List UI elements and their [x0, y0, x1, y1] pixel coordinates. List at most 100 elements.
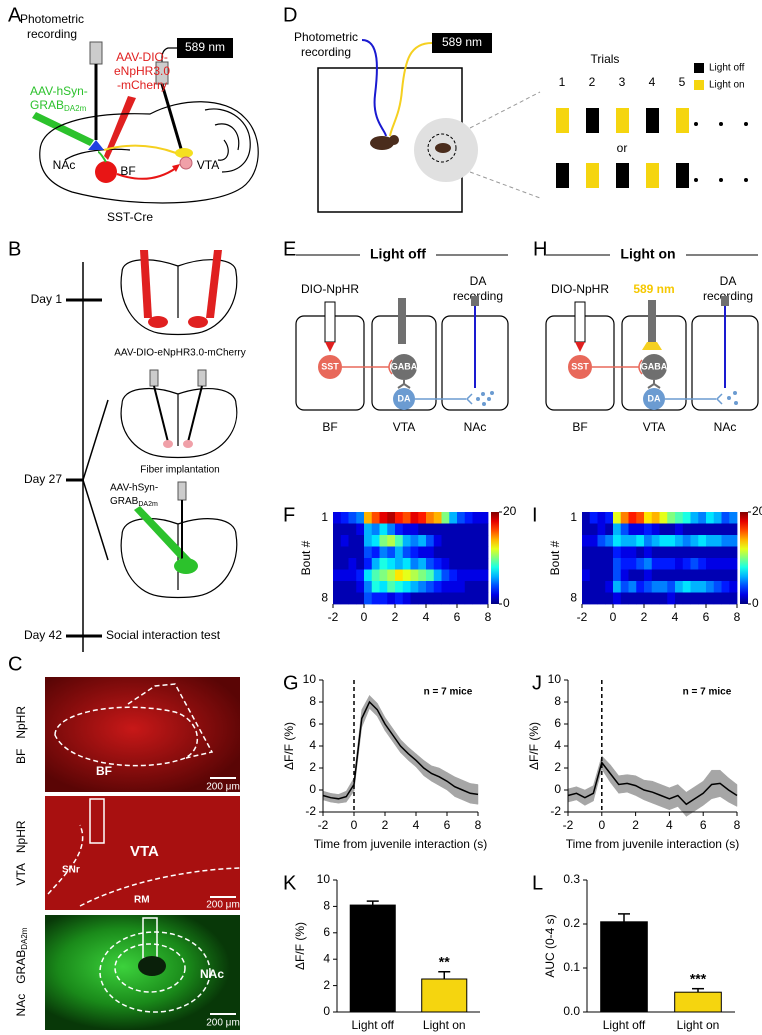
y-tick-label: 0.2 — [563, 916, 580, 930]
heatmap-cell — [379, 523, 388, 536]
fiber-track — [89, 798, 105, 844]
bf-marker — [95, 161, 117, 183]
heatmap-cell — [433, 546, 442, 559]
x-tick-label: 0 — [598, 818, 605, 832]
heatmap-cell — [356, 558, 365, 570]
heatmap-cell — [457, 592, 466, 605]
synapse — [638, 359, 643, 375]
y-tick-label: 6 — [309, 716, 316, 730]
heatmap-cell — [348, 512, 357, 524]
panel-label: K — [283, 872, 297, 894]
heatmap-cell — [426, 546, 435, 559]
heatmap-cell — [589, 535, 598, 547]
heatmap-cell — [659, 558, 668, 570]
heatmap-cell — [721, 512, 730, 524]
fiber — [149, 369, 159, 387]
panel-label: C — [8, 653, 22, 675]
x-tick-label: Light off — [352, 1018, 395, 1032]
heatmap-cell — [371, 523, 380, 536]
heatmap-cell — [667, 569, 676, 582]
panel-c: C BF NpHR VTA NpHR NAc GRABDA2m BF 200 μm V… — [8, 653, 241, 1030]
or: or — [617, 141, 628, 155]
significance: ** — [439, 953, 450, 969]
label: -mCherry — [117, 78, 167, 92]
trials-title: Trials — [591, 52, 620, 66]
heatmap-cell — [628, 535, 637, 547]
heatmap-cell — [605, 546, 614, 559]
heatmap-cell — [651, 569, 660, 582]
heatmap-cell — [364, 569, 373, 582]
outline — [114, 943, 186, 993]
label: 589 nm — [185, 40, 225, 54]
region-label: BF — [572, 420, 587, 434]
heatmap-cell — [387, 523, 396, 536]
heatmap-cell — [410, 512, 419, 524]
laser-box — [432, 33, 492, 53]
y-axis-label: Bout # — [299, 540, 313, 575]
cell-label: GABA — [391, 361, 418, 371]
heatmap-cell — [472, 523, 481, 536]
heatmap-cell — [464, 546, 473, 559]
heatmap-cell — [589, 592, 598, 605]
heatmap-cell — [395, 535, 404, 547]
fiber — [721, 296, 729, 306]
x-tick-label: 0 — [361, 610, 368, 624]
heatmap-cell — [364, 535, 373, 547]
heatmap-cell — [433, 592, 442, 605]
heatmap-cell — [348, 581, 357, 593]
heatmap-cell — [333, 546, 342, 559]
x-tick-label: 8 — [485, 610, 492, 624]
heatmap-cell — [418, 523, 427, 536]
heatmap-cell — [682, 592, 691, 605]
heatmap-cell — [706, 592, 715, 605]
x-tick-label: 6 — [454, 610, 461, 624]
heatmap-cell — [620, 558, 629, 570]
subscript: DA2m — [20, 927, 29, 950]
juvenile-mouse — [435, 143, 451, 153]
projection — [103, 144, 177, 154]
heatmap-cell — [682, 546, 691, 559]
trial-number: 3 — [619, 75, 626, 89]
step-label: Fiber implantation — [140, 465, 219, 476]
injection — [104, 96, 136, 160]
row-label: VTA NpHR — [14, 820, 28, 885]
heatmap-cell — [706, 512, 715, 524]
heatmap-cell — [480, 535, 489, 547]
heatmap-cell — [449, 535, 458, 547]
day-label: Day 27 — [24, 472, 62, 486]
heatmap-cell — [690, 523, 699, 536]
heatmap-cell — [433, 535, 442, 547]
cell-label: SST — [321, 361, 339, 371]
heatmap-cell — [597, 569, 606, 582]
panel-label: H — [533, 238, 547, 260]
heatmap-cell — [667, 523, 676, 536]
panel-e: E Light off DIO-NpHR DA recording SST GA… — [283, 238, 509, 434]
heatmap-cell — [333, 581, 342, 593]
heatmap-cell — [690, 581, 699, 593]
heatmap-cell — [480, 558, 489, 570]
condition-title: Light on — [620, 246, 675, 262]
heatmap-cell — [480, 512, 489, 524]
brain-outline — [39, 101, 259, 204]
scale-label: 200 μm — [206, 900, 240, 911]
cage — [427, 133, 457, 163]
x-tick-label: 2 — [641, 610, 648, 624]
heatmap-cell — [620, 569, 629, 582]
heatmap-cell — [667, 558, 676, 570]
heatmap-cell — [713, 546, 722, 559]
heatmap-cell — [340, 523, 349, 536]
heatmap-cell — [605, 558, 614, 570]
heatmap-cell — [597, 512, 606, 524]
heatmap-cell — [433, 523, 442, 536]
zoom-line — [469, 171, 541, 199]
bar — [421, 978, 468, 1013]
trial-number: 4 — [649, 75, 656, 89]
heatmap-cell — [348, 523, 357, 536]
region-label: VTA — [643, 420, 665, 434]
heatmap-cell — [659, 569, 668, 582]
heatmap-cell — [628, 569, 637, 582]
heatmap-cell — [605, 523, 614, 536]
label: AAV-hSyn- — [30, 84, 88, 98]
trial — [646, 108, 659, 133]
heatmap-cell — [582, 512, 591, 524]
